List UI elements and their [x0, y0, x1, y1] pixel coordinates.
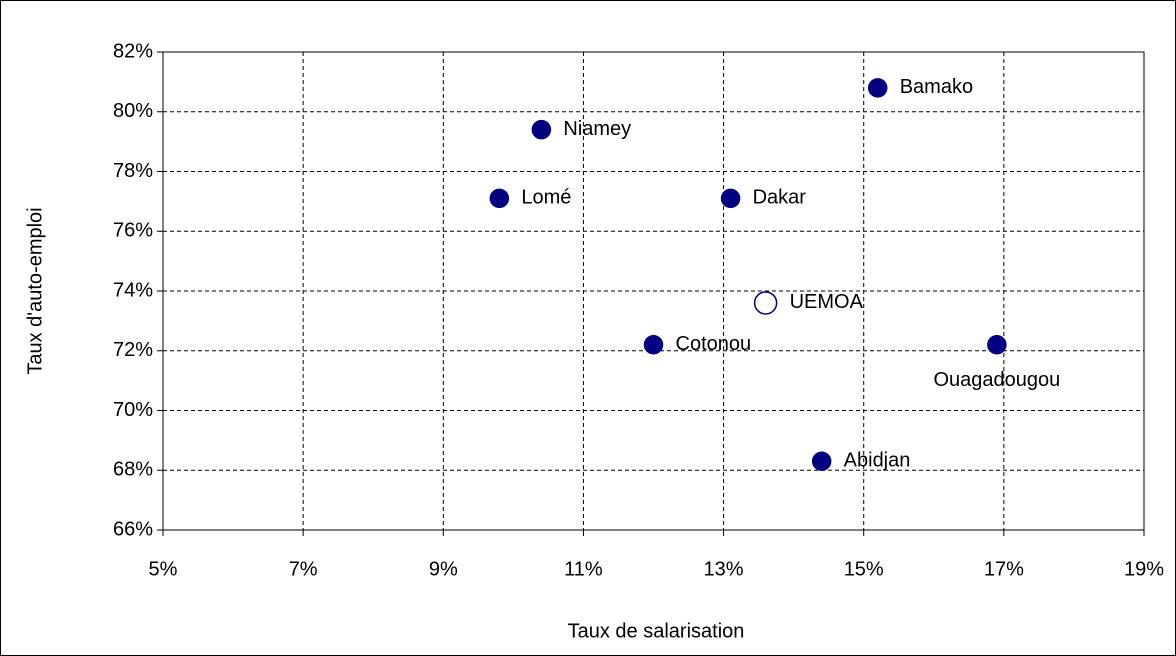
- x-tick-label: 5%: [149, 558, 178, 580]
- y-tick-label: 72%: [113, 339, 153, 361]
- y-tick-label: 78%: [113, 160, 153, 182]
- y-tick-label: 68%: [113, 459, 153, 481]
- y-tick-label: 82%: [113, 40, 153, 62]
- point-label: Ouagadougou: [933, 369, 1060, 391]
- x-tick-label: 13%: [704, 558, 744, 580]
- point: [867, 78, 888, 98]
- point-label: Niamey: [563, 118, 631, 140]
- point: [489, 188, 510, 209]
- point-label: UEMOA: [790, 291, 864, 313]
- point: [753, 291, 778, 315]
- x-tick-label: 19%: [1124, 558, 1164, 580]
- y-tick-label: 76%: [113, 220, 153, 242]
- y-tick-label: 74%: [113, 279, 153, 301]
- y-axis-label: Taux d'auto-emploi: [24, 207, 46, 374]
- x-tick-label: 11%: [564, 558, 603, 580]
- x-tick-label: 15%: [844, 558, 884, 580]
- point: [987, 335, 1007, 355]
- y-tick-label: 80%: [113, 100, 153, 122]
- y-tick-label: 66%: [113, 518, 153, 540]
- x-tick-label: 9%: [429, 558, 458, 580]
- x-tick-label: 7%: [289, 558, 318, 580]
- point: [720, 188, 741, 209]
- plot-area: [162, 51, 1145, 531]
- point-label: Bamako: [900, 76, 973, 98]
- point-label: Dakar: [753, 187, 807, 209]
- x-axis-label: Taux de salarisation: [568, 620, 745, 642]
- point: [811, 451, 832, 472]
- point-label: Cotonou: [676, 333, 752, 355]
- point-label: Lomé: [521, 187, 571, 209]
- point: [643, 335, 664, 355]
- y-tick-label: 70%: [113, 399, 153, 421]
- point: [531, 119, 552, 140]
- point-label: Abidjan: [844, 450, 911, 472]
- x-tick-label: 17%: [984, 558, 1024, 580]
